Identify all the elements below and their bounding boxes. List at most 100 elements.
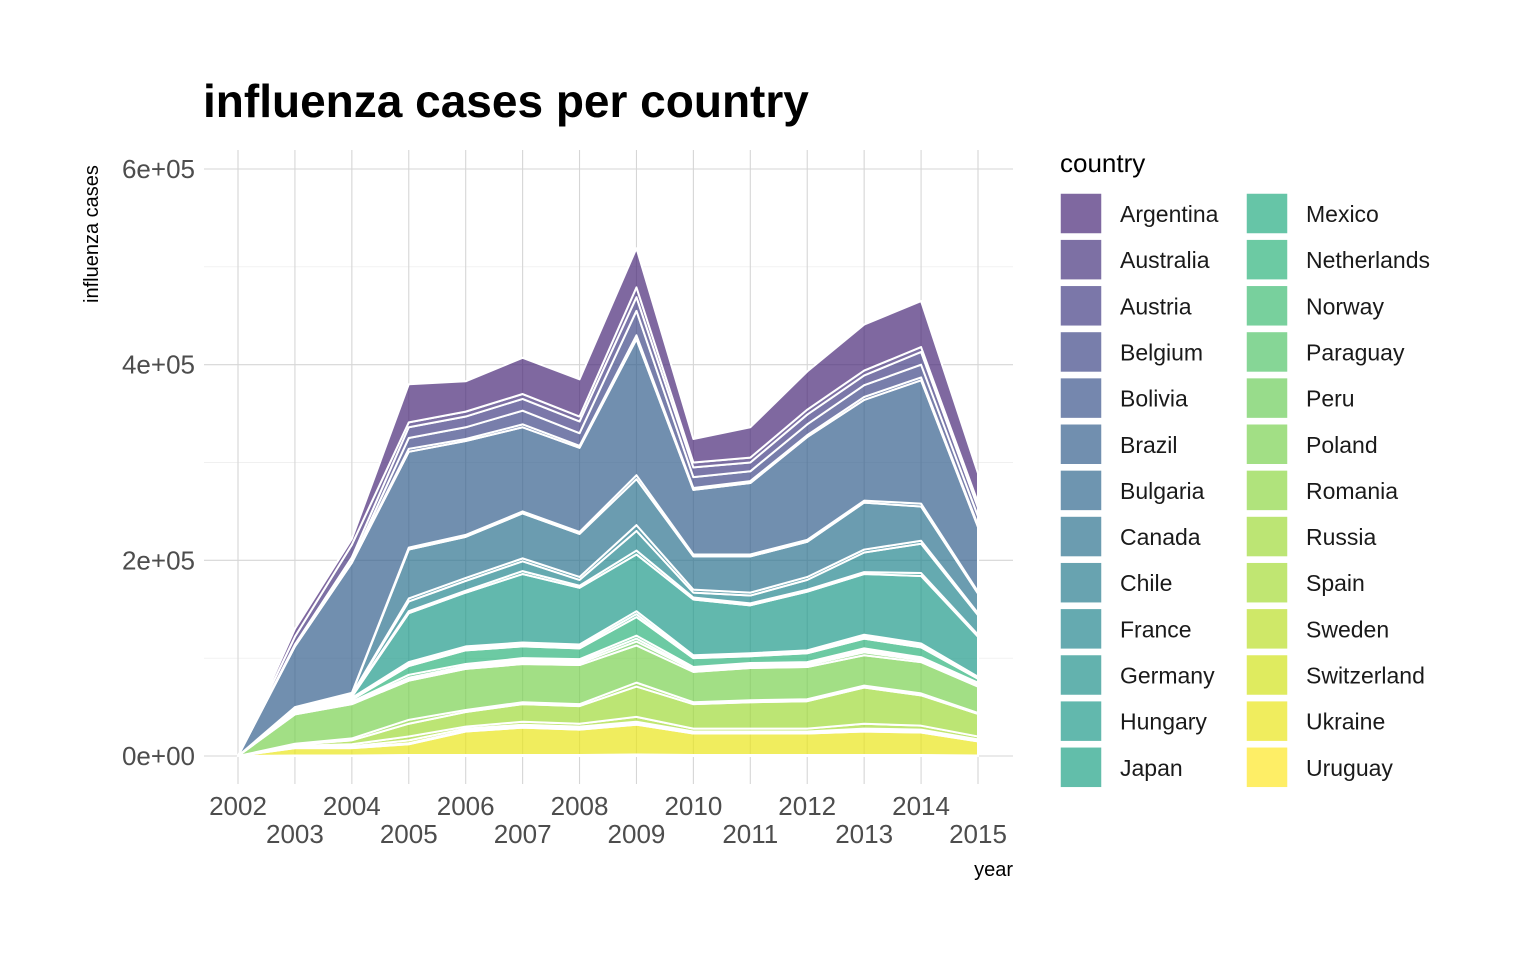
legend-item-romania: Romania (1245, 469, 1398, 512)
x-tick-label: 2015 (949, 819, 1007, 849)
legend-item-france: France (1059, 607, 1192, 651)
legend-item-hungary: Hungary (1059, 699, 1207, 743)
legend-label: Austria (1120, 293, 1192, 319)
legend-item-australia: Australia (1059, 238, 1210, 281)
legend-swatch (1245, 330, 1289, 374)
x-tick-label: 2009 (608, 819, 666, 849)
legend-swatch (1059, 746, 1103, 789)
legend-label: Bolivia (1120, 386, 1188, 412)
legend-item-switzerland: Switzerland (1245, 653, 1425, 697)
area-layer (237, 247, 979, 757)
legend-swatch (1245, 653, 1289, 697)
legend-swatch (1245, 746, 1289, 789)
y-tick-label: 0e+00 (122, 741, 195, 771)
x-tick-label: 2004 (323, 791, 381, 821)
legend-swatch (1245, 238, 1289, 281)
legend-item-japan: Japan (1059, 746, 1183, 789)
legend-swatch (1245, 192, 1289, 235)
legend-label: Sweden (1306, 616, 1389, 642)
legend-label: Argentina (1120, 201, 1219, 227)
legend-item-spain: Spain (1245, 561, 1365, 604)
y-tick-label: 6e+05 (122, 154, 195, 184)
legend-swatch (1059, 238, 1103, 281)
legend-item-uruguay: Uruguay (1245, 746, 1393, 789)
legend-swatch (1059, 192, 1103, 235)
legend-label: Peru (1306, 386, 1355, 412)
x-tick-label: 2007 (494, 819, 552, 849)
x-tick-label: 2011 (722, 819, 778, 849)
legend-swatch (1245, 561, 1289, 604)
legend-swatch (1245, 376, 1289, 420)
legend-item-brazil: Brazil (1059, 423, 1178, 466)
legend-label: France (1120, 616, 1192, 642)
legend-swatch (1245, 699, 1289, 743)
y-tick-layer: 0e+00 2e+05 4e+05 6e+05 (122, 154, 195, 771)
legend-label: Hungary (1120, 709, 1207, 735)
legend-item-bolivia: Bolivia (1059, 376, 1188, 420)
legend-item-paraguay: Paraguay (1245, 330, 1405, 374)
legend-label: Belgium (1120, 339, 1203, 365)
legend-label: Brazil (1120, 432, 1178, 458)
legend-item-mexico: Mexico (1245, 192, 1379, 235)
legend-label: Romania (1306, 478, 1398, 504)
legend-item-ukraine: Ukraine (1245, 699, 1385, 743)
legend-item-chile: Chile (1059, 561, 1172, 604)
x-tick-label: 2013 (835, 819, 893, 849)
legend-label: Canada (1120, 524, 1201, 550)
legend-item-netherlands: Netherlands (1245, 238, 1430, 281)
legend: country Argentina Australia Austria Belgium… (1059, 148, 1430, 789)
legend-swatch (1245, 469, 1289, 512)
legend-swatch (1245, 515, 1289, 558)
legend-swatch (1059, 376, 1103, 420)
legend-swatch (1059, 653, 1103, 697)
legend-items: Argentina Australia Austria Belgium Bolivia B… (1059, 192, 1430, 789)
legend-label: Norway (1306, 293, 1384, 319)
legend-swatch (1059, 284, 1103, 328)
legend-title: country (1060, 148, 1145, 178)
x-tick-layer: 2002200320042005200620072008200920102011… (209, 791, 1007, 849)
legend-label: Chile (1120, 570, 1172, 596)
x-axis-label: year (974, 859, 1013, 881)
x-tick-label: 2014 (892, 791, 950, 821)
legend-item-germany: Germany (1059, 653, 1215, 697)
legend-swatch (1059, 330, 1103, 374)
legend-swatch (1245, 607, 1289, 651)
legend-label: Switzerland (1306, 663, 1425, 689)
legend-item-poland: Poland (1245, 423, 1378, 466)
y-tick-label: 2e+05 (122, 545, 195, 575)
legend-label: Poland (1306, 432, 1378, 458)
legend-item-peru: Peru (1245, 376, 1355, 420)
legend-item-bulgaria: Bulgaria (1059, 469, 1205, 512)
legend-label: Bulgaria (1120, 478, 1205, 504)
legend-label: Paraguay (1306, 339, 1405, 365)
x-tick-label: 2006 (437, 791, 495, 821)
legend-label: Russia (1306, 524, 1377, 550)
legend-item-argentina: Argentina (1059, 192, 1219, 235)
legend-item-sweden: Sweden (1245, 607, 1389, 651)
legend-swatch (1059, 469, 1103, 512)
legend-swatch (1245, 423, 1289, 466)
y-axis-label: influenza cases (81, 165, 103, 303)
legend-swatch (1059, 607, 1103, 651)
legend-label: Netherlands (1306, 247, 1430, 273)
legend-label: Spain (1306, 570, 1365, 596)
area-argentina (237, 247, 979, 757)
legend-item-austria: Austria (1059, 284, 1192, 328)
x-tick-label: 2002 (209, 791, 267, 821)
legend-swatch (1059, 423, 1103, 466)
legend-swatch (1059, 515, 1103, 558)
legend-swatch (1245, 284, 1289, 328)
x-tick-label: 2003 (266, 819, 324, 849)
legend-swatch (1059, 561, 1103, 604)
x-tick-label: 2012 (778, 791, 836, 821)
legend-label: Japan (1120, 755, 1183, 781)
legend-label: Mexico (1306, 201, 1379, 227)
legend-swatch (1059, 699, 1103, 743)
legend-label: Ukraine (1306, 709, 1385, 735)
chart-title: influenza cases per country (203, 75, 809, 127)
y-tick-label: 4e+05 (122, 350, 195, 380)
x-tick-label: 2010 (664, 791, 722, 821)
legend-item-norway: Norway (1245, 284, 1384, 328)
